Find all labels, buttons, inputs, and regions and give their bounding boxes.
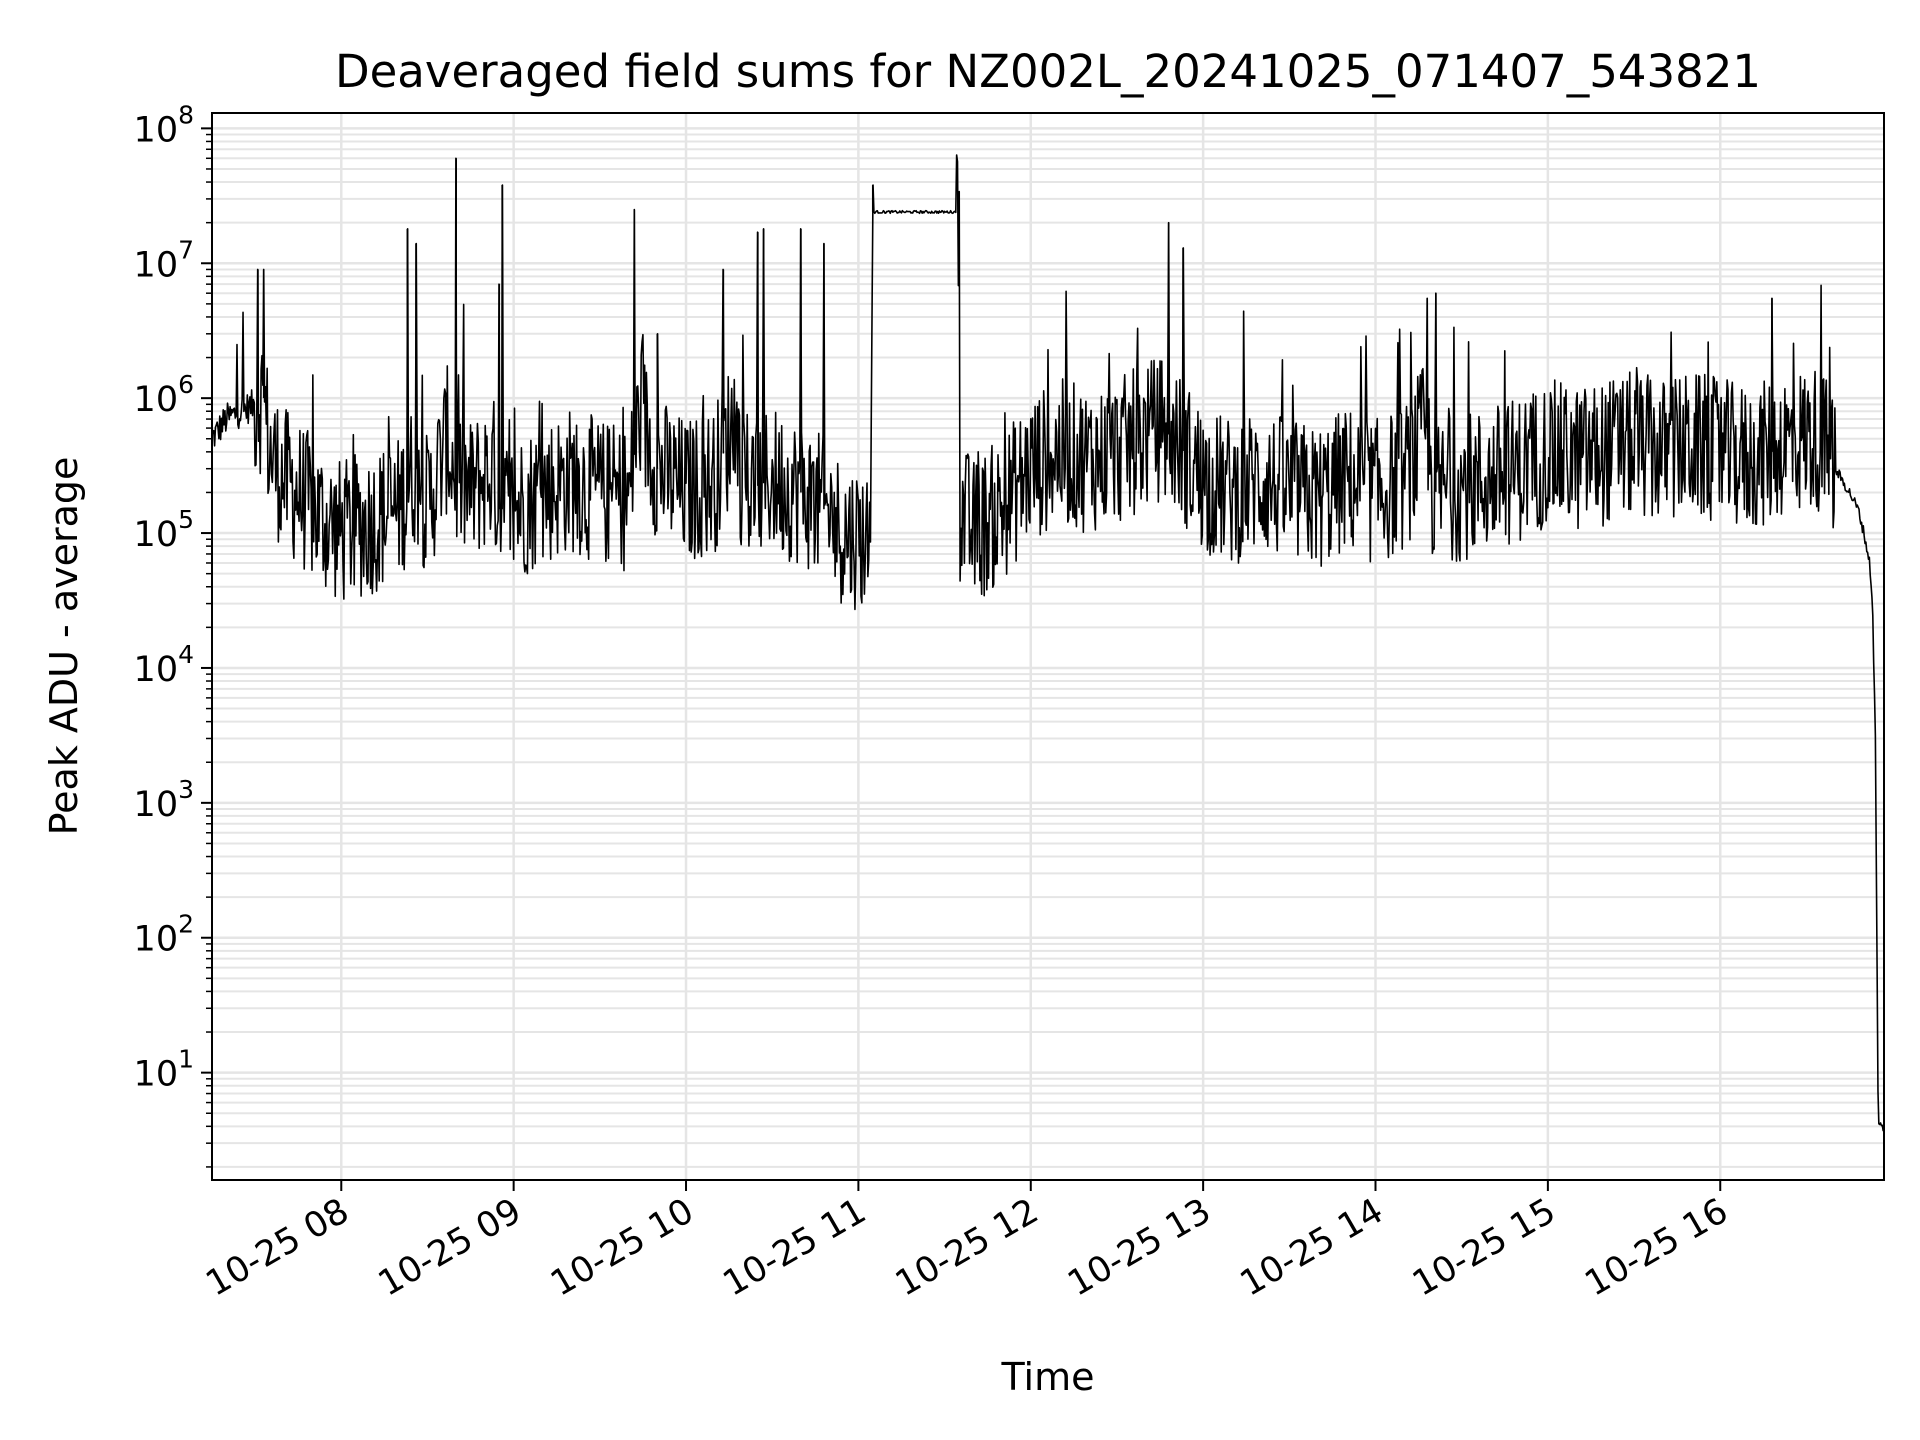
y-tick-label: 103 xyxy=(134,775,194,825)
series-line xyxy=(211,154,1885,1132)
plot-frame xyxy=(211,112,1885,1181)
y-tick-label: 105 xyxy=(134,505,194,555)
y-tick-label: 101 xyxy=(134,1045,194,1095)
chart-title: Deaveraged field sums for NZ002L_2024102… xyxy=(335,45,1761,98)
y-tick-label: 104 xyxy=(134,640,194,690)
y-tick-label: 106 xyxy=(134,370,194,420)
x-axis-label: Time xyxy=(1001,1355,1095,1399)
y-tick-label: 107 xyxy=(134,235,194,285)
y-axis-label: Peak ADU - average xyxy=(42,457,86,836)
y-axis: 101 102 103 104 105 106 107 108 xyxy=(134,100,212,1168)
series-line-group xyxy=(211,154,1885,1132)
y-tick-label: 108 xyxy=(134,100,194,150)
y-tick-label: 102 xyxy=(134,910,194,960)
